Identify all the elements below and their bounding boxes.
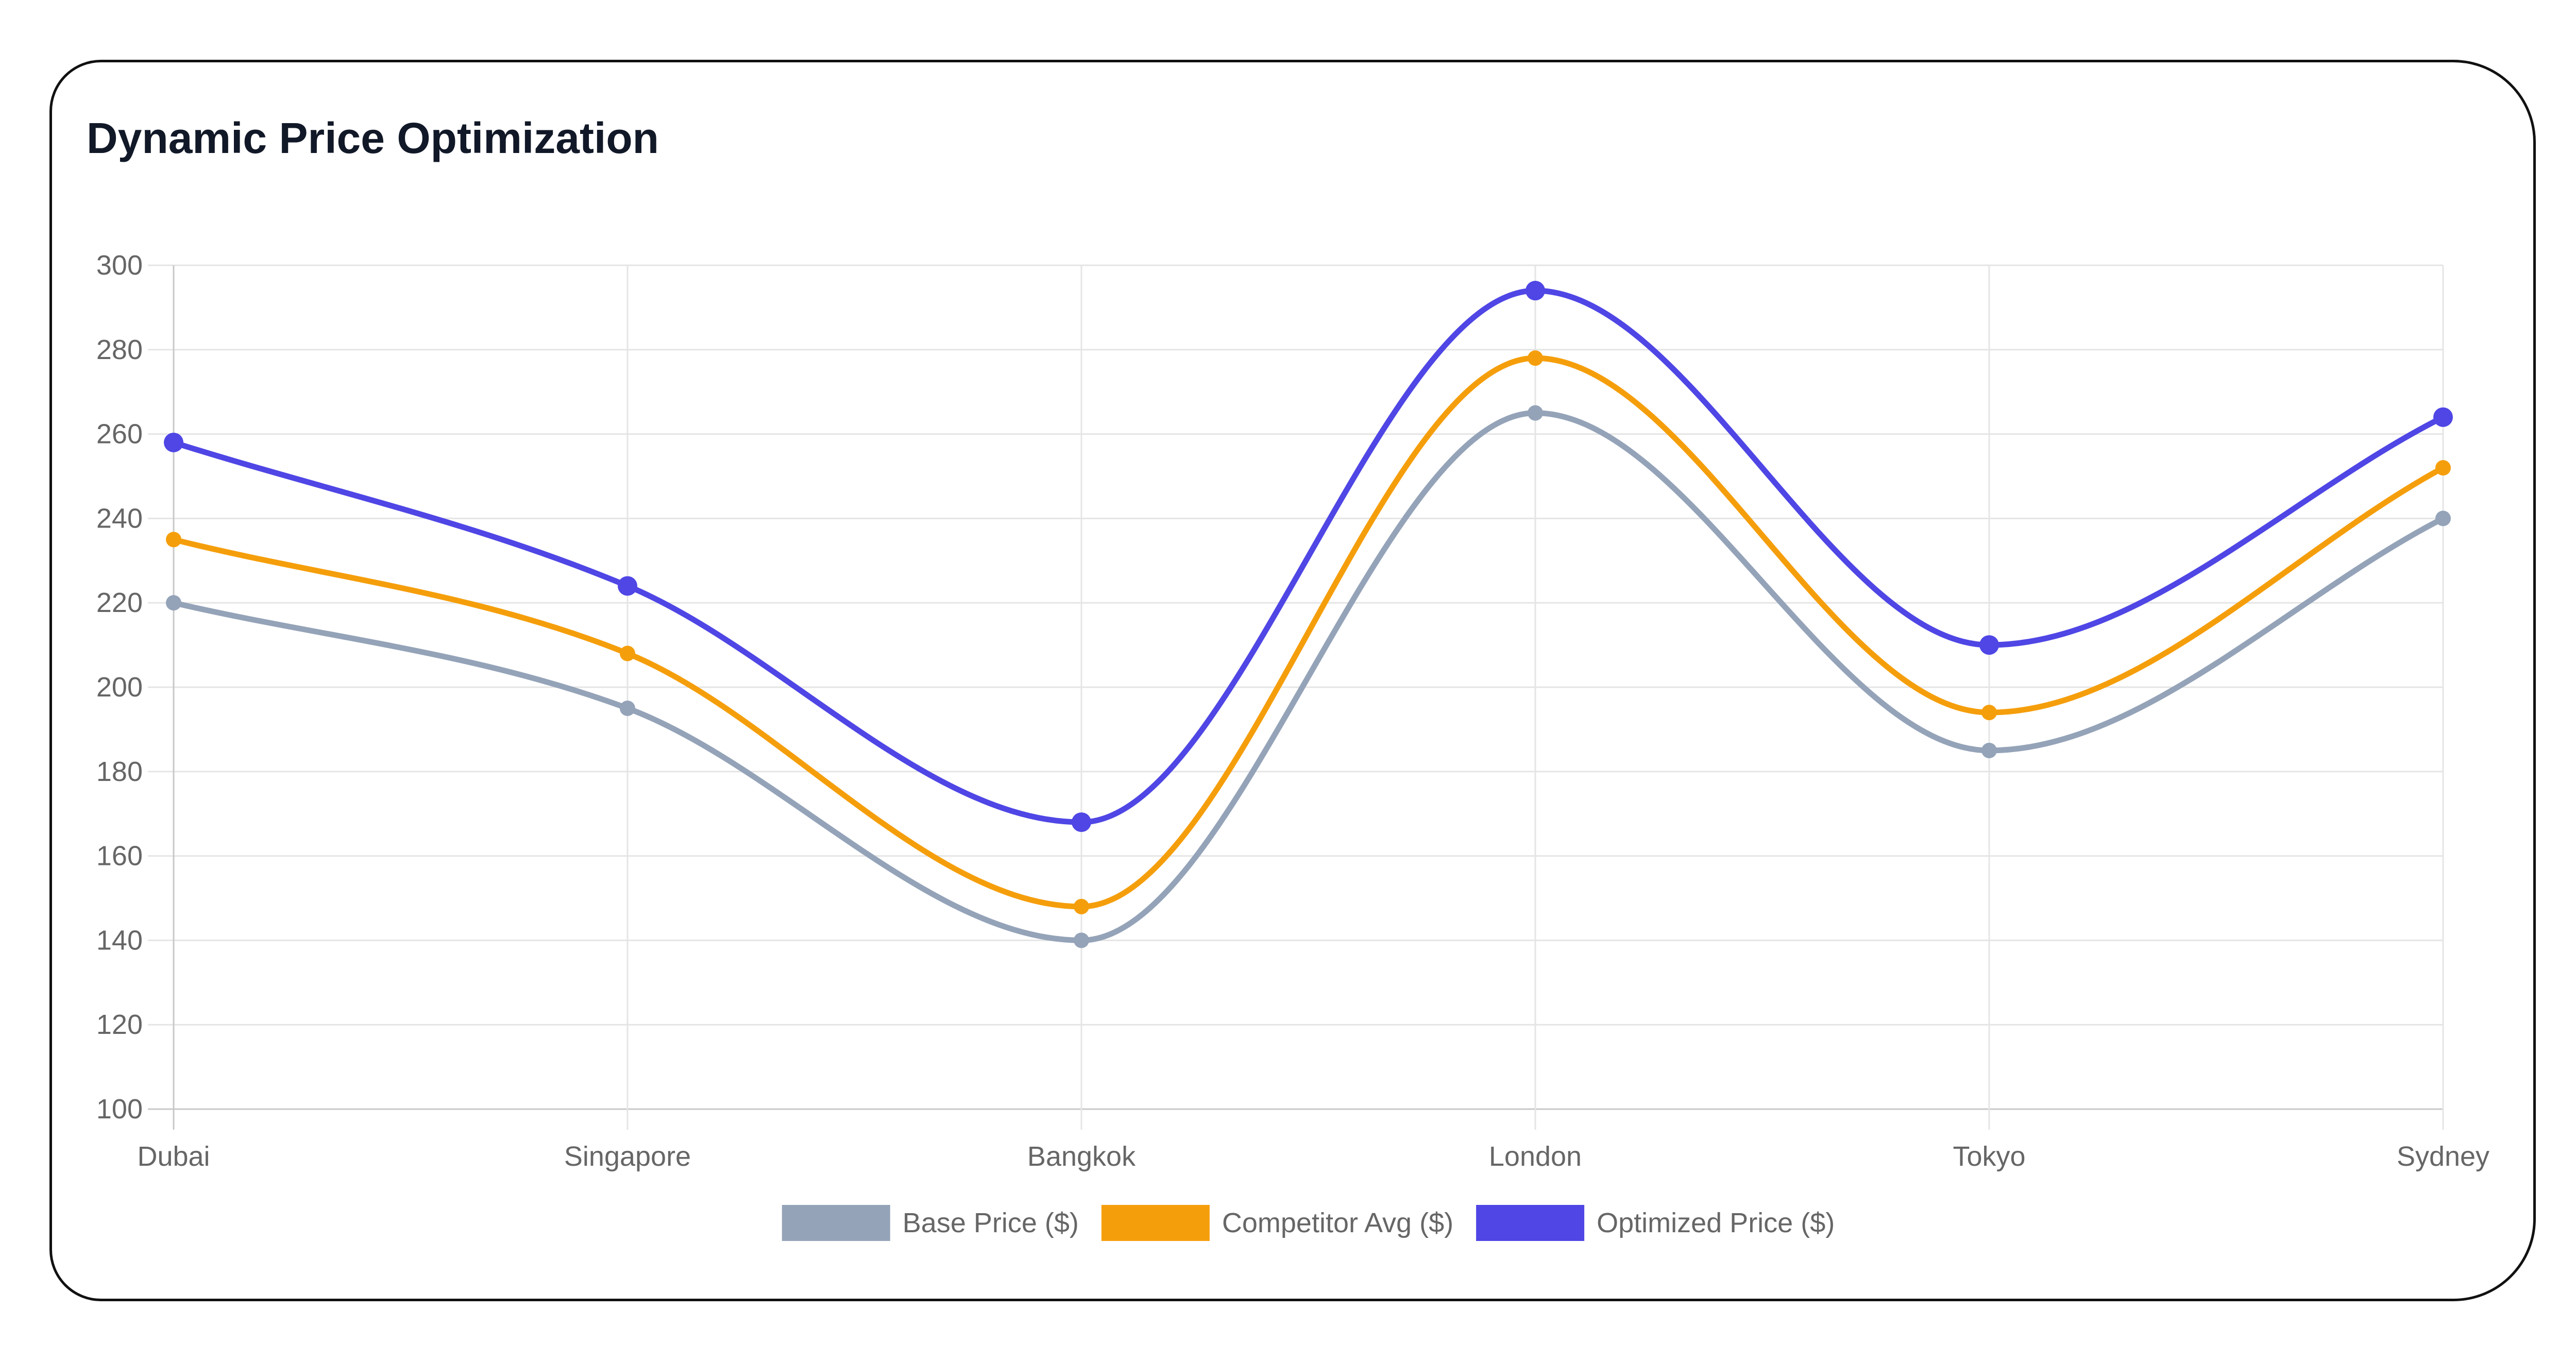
y-tick-label: 120: [96, 1009, 143, 1040]
series-line-base-price: [171, 410, 2446, 943]
y-axis-ticks: 100 120 140 160 180 200 220 240 260 280 300: [96, 250, 143, 1125]
x-tick-label-bangkok: Bangkok: [1027, 1141, 1136, 1172]
data-point-optimized-price-london[interactable]: [1526, 281, 1545, 301]
x-tick-label-singapore: Singapore: [564, 1141, 691, 1172]
legend-label: Optimized Price ($): [1597, 1207, 1835, 1238]
series-line-competitor-avg: [171, 355, 2446, 910]
x-tick-label-london: London: [1489, 1141, 1582, 1172]
legend: Base Price ($) Competitor Avg ($) Optimize…: [782, 1205, 1835, 1241]
data-point-competitor-avg-singapore[interactable]: [620, 645, 635, 661]
data-point-competitor-avg-tokyo[interactable]: [1981, 705, 1997, 721]
y-tick-label: 220: [96, 587, 143, 618]
y-tick-label: 200: [96, 672, 143, 703]
data-point-base-price-bangkok[interactable]: [1074, 932, 1089, 948]
legend-item-base-price[interactable]: Base Price ($): [782, 1205, 1079, 1241]
data-point-base-price-singapore[interactable]: [620, 700, 635, 716]
y-tick-label: 240: [96, 503, 143, 534]
data-point-base-price-sydney[interactable]: [2435, 511, 2451, 526]
y-tick-label: 260: [96, 419, 143, 450]
y-tick-label: 280: [96, 334, 143, 365]
y-tick-label: 300: [96, 250, 143, 281]
chart-card: [49, 60, 2536, 1301]
legend-swatch: [1101, 1205, 1210, 1241]
legend-item-competitor-avg[interactable]: Competitor Avg ($): [1101, 1205, 1453, 1241]
legend-swatch: [782, 1205, 890, 1241]
data-point-base-price-london[interactable]: [1528, 405, 1543, 421]
legend-item-optimized-price[interactable]: Optimized Price ($): [1476, 1205, 1835, 1241]
legend-label: Base Price ($): [903, 1207, 1079, 1238]
data-point-optimized-price-tokyo[interactable]: [1979, 635, 1999, 655]
grid-lines: [148, 264, 2444, 1130]
series-line-optimized-price: [171, 287, 2446, 825]
chart-title: Dynamic Price Optimization: [87, 114, 659, 162]
y-tick-label: 180: [96, 756, 143, 787]
x-tick-label-tokyo: Tokyo: [1953, 1141, 2025, 1172]
data-point-optimized-price-singapore[interactable]: [618, 576, 637, 596]
y-tick-label: 100: [96, 1094, 143, 1125]
y-tick-label: 160: [96, 841, 143, 872]
data-point-competitor-avg-bangkok[interactable]: [1074, 898, 1089, 914]
data-point-optimized-price-dubai[interactable]: [164, 432, 183, 452]
data-point-competitor-avg-sydney[interactable]: [2435, 460, 2451, 476]
x-tick-label-sydney: Sydney: [2397, 1141, 2489, 1172]
x-tick-label-dubai: Dubai: [137, 1141, 210, 1172]
data-point-base-price-dubai[interactable]: [166, 595, 181, 611]
series-points: [164, 281, 2453, 948]
x-axis-ticks: Dubai Singapore Bangkok London Tokyo Sydney: [137, 1141, 2489, 1172]
series-lines: [171, 287, 2446, 943]
y-tick-label: 140: [96, 925, 143, 956]
legend-label: Competitor Avg ($): [1222, 1207, 1453, 1238]
data-point-competitor-avg-dubai[interactable]: [166, 532, 181, 548]
data-point-base-price-tokyo[interactable]: [1981, 742, 1997, 758]
legend-swatch: [1476, 1205, 1585, 1241]
data-point-competitor-avg-london[interactable]: [1528, 350, 1543, 366]
data-point-optimized-price-bangkok[interactable]: [1072, 812, 1091, 832]
data-point-optimized-price-sydney[interactable]: [2433, 407, 2453, 427]
